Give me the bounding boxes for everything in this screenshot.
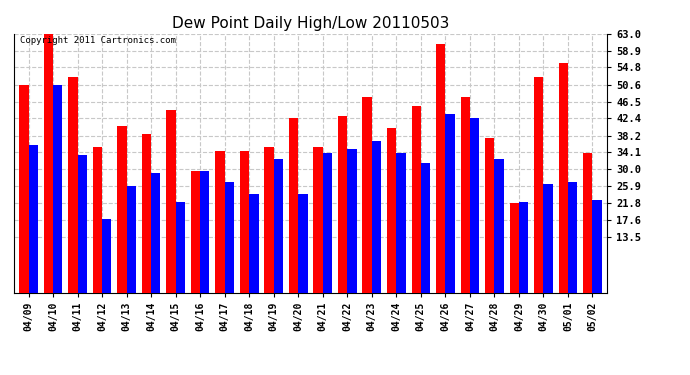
Bar [436, 44, 445, 292]
Bar [387, 128, 396, 292]
Bar [200, 171, 210, 292]
Bar [77, 155, 87, 292]
Bar [372, 141, 381, 292]
Bar [519, 202, 529, 292]
Bar [225, 182, 234, 292]
Bar [544, 184, 553, 292]
Bar [421, 163, 430, 292]
Bar [445, 114, 455, 292]
Bar [396, 153, 406, 292]
Bar [274, 159, 283, 292]
Bar [411, 106, 421, 292]
Bar [298, 194, 308, 292]
Bar [495, 159, 504, 292]
Bar [583, 153, 593, 292]
Bar [92, 147, 102, 292]
Bar [166, 110, 176, 292]
Bar [142, 134, 151, 292]
Bar [215, 151, 225, 292]
Bar [485, 138, 495, 292]
Bar [240, 151, 249, 292]
Bar [117, 126, 126, 292]
Bar [323, 153, 332, 292]
Bar [362, 98, 372, 292]
Bar [338, 116, 347, 292]
Bar [151, 173, 161, 292]
Bar [313, 147, 323, 292]
Title: Dew Point Daily High/Low 20110503: Dew Point Daily High/Low 20110503 [172, 16, 449, 31]
Text: Copyright 2011 Cartronics.com: Copyright 2011 Cartronics.com [20, 36, 176, 45]
Bar [102, 219, 111, 292]
Bar [460, 98, 470, 292]
Bar [347, 149, 357, 292]
Bar [249, 194, 259, 292]
Bar [593, 200, 602, 292]
Bar [28, 145, 38, 292]
Bar [559, 63, 568, 292]
Bar [53, 85, 62, 292]
Bar [126, 186, 136, 292]
Bar [176, 202, 185, 292]
Bar [289, 118, 298, 292]
Bar [19, 85, 28, 292]
Bar [191, 171, 200, 292]
Bar [264, 147, 274, 292]
Bar [43, 34, 53, 292]
Bar [68, 77, 77, 292]
Bar [534, 77, 544, 292]
Bar [568, 182, 578, 292]
Bar [510, 203, 519, 292]
Bar [470, 118, 479, 292]
